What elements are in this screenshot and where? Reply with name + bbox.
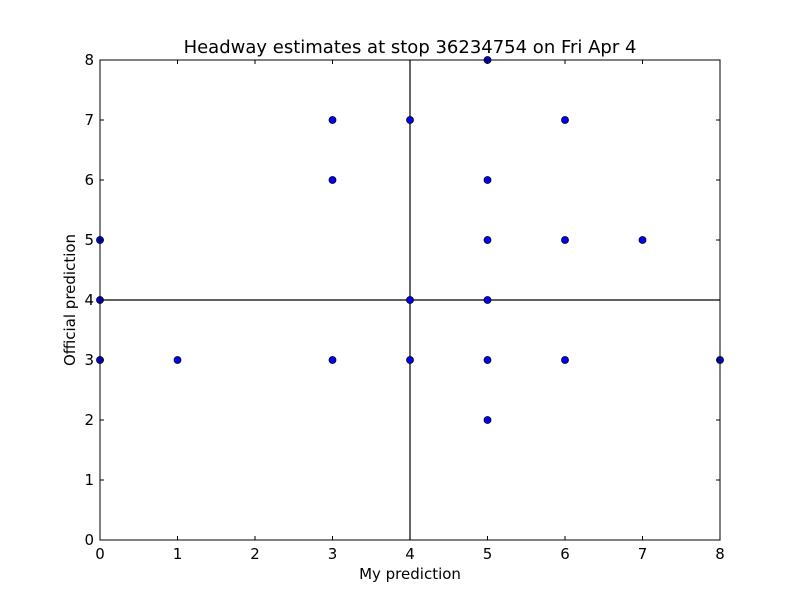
- y-tick-label: 7: [84, 111, 94, 129]
- x-tick-label: 2: [250, 545, 260, 563]
- y-tick-label: 5: [84, 231, 94, 249]
- scatter-point: [406, 116, 414, 124]
- y-tick-label: 0: [84, 531, 94, 549]
- scatter-point: [483, 236, 492, 244]
- scatter-point: [328, 176, 337, 184]
- chart-title: Headway estimates at stop 36234754 on Fr…: [184, 37, 637, 58]
- x-axis-label: My prediction: [359, 565, 461, 583]
- y-tick-label: 1: [84, 471, 94, 489]
- y-axis-label: Official prediction: [61, 234, 79, 366]
- scatter-point: [483, 296, 492, 304]
- x-tick-labels: 0 1 2 3 4 5 6 7 8: [95, 545, 725, 563]
- scatter-point: [406, 356, 414, 364]
- y-tick-label: 4: [84, 291, 94, 309]
- y-tick-labels: 0 1 2 3 4 5 6 7 8: [84, 51, 94, 549]
- x-tick-label: 7: [638, 545, 648, 563]
- scatter-point: [561, 356, 569, 364]
- scatter-point: [561, 236, 569, 244]
- x-tick-label: 3: [328, 545, 338, 563]
- axis-ticks: [99, 59, 721, 541]
- scatter-point: [561, 116, 569, 124]
- x-tick-label: 5: [483, 545, 493, 563]
- y-tick-label: 8: [84, 51, 94, 69]
- x-tick-label: 6: [560, 545, 570, 563]
- x-tick-label: 4: [405, 545, 415, 563]
- scatter-point: [638, 236, 647, 244]
- scatter-point: [406, 296, 414, 304]
- x-tick-label: 1: [173, 545, 183, 563]
- y-tick-label: 2: [84, 411, 94, 429]
- scatter-point: [483, 356, 492, 364]
- scatter-point: [483, 176, 492, 184]
- x-tick-label: 8: [715, 545, 725, 563]
- scatter-point: [483, 416, 492, 424]
- scatter-point: [328, 116, 337, 124]
- y-tick-label: 6: [84, 171, 94, 189]
- y-tick-label: 3: [84, 351, 94, 369]
- x-tick-label: 0: [95, 545, 105, 563]
- scatter-point: [328, 356, 337, 364]
- scatter-point: [173, 356, 182, 364]
